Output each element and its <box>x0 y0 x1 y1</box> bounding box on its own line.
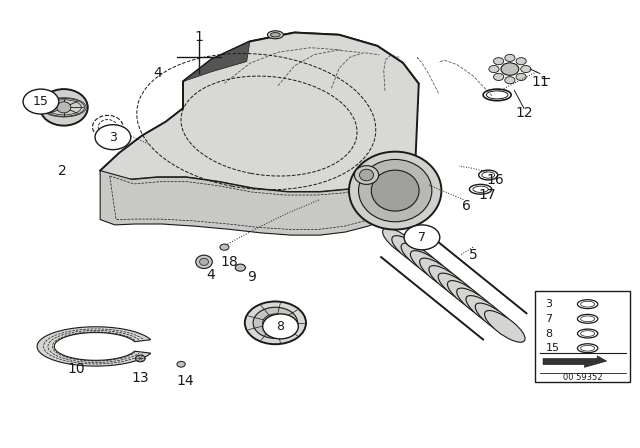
Circle shape <box>23 89 59 114</box>
Ellipse shape <box>521 65 531 73</box>
Ellipse shape <box>355 166 379 185</box>
Circle shape <box>262 314 298 339</box>
Ellipse shape <box>136 355 145 362</box>
Text: 16: 16 <box>486 173 504 187</box>
Text: 4: 4 <box>153 65 162 80</box>
Ellipse shape <box>505 54 515 61</box>
Text: 13: 13 <box>131 370 149 384</box>
Polygon shape <box>543 356 607 367</box>
Text: 12: 12 <box>515 106 532 120</box>
Ellipse shape <box>236 264 246 271</box>
Ellipse shape <box>493 58 504 65</box>
Polygon shape <box>37 327 151 366</box>
Ellipse shape <box>360 169 374 181</box>
Text: 1: 1 <box>195 30 204 44</box>
Ellipse shape <box>358 159 432 222</box>
Ellipse shape <box>457 288 497 320</box>
Text: 15: 15 <box>33 95 49 108</box>
Text: 9: 9 <box>247 270 255 284</box>
Ellipse shape <box>516 58 526 65</box>
Text: 5: 5 <box>468 248 477 262</box>
Text: 17: 17 <box>478 188 496 202</box>
Ellipse shape <box>505 77 515 84</box>
Ellipse shape <box>516 73 526 81</box>
Ellipse shape <box>489 65 499 73</box>
Text: 8: 8 <box>276 320 285 333</box>
Text: 11: 11 <box>531 74 548 89</box>
Ellipse shape <box>262 314 288 332</box>
Ellipse shape <box>420 258 460 290</box>
Text: 3: 3 <box>109 131 117 144</box>
Ellipse shape <box>271 33 280 37</box>
Ellipse shape <box>438 273 479 305</box>
Text: 18: 18 <box>221 255 238 269</box>
Ellipse shape <box>220 244 229 250</box>
Ellipse shape <box>177 362 185 367</box>
Ellipse shape <box>253 307 298 338</box>
Text: 14: 14 <box>176 374 194 388</box>
Text: 00 59352: 00 59352 <box>563 373 603 382</box>
Text: 15: 15 <box>545 343 559 353</box>
Polygon shape <box>100 157 415 235</box>
Text: 8: 8 <box>545 328 553 339</box>
Ellipse shape <box>392 236 433 267</box>
Circle shape <box>95 125 131 150</box>
Ellipse shape <box>383 228 423 260</box>
Circle shape <box>501 63 519 75</box>
Ellipse shape <box>268 31 284 39</box>
Text: 4: 4 <box>206 268 215 282</box>
Ellipse shape <box>484 310 525 342</box>
Polygon shape <box>100 33 419 192</box>
Circle shape <box>404 225 440 250</box>
Polygon shape <box>100 42 250 171</box>
Ellipse shape <box>401 243 442 275</box>
Ellipse shape <box>371 170 419 211</box>
Ellipse shape <box>200 258 209 265</box>
Ellipse shape <box>349 152 442 229</box>
Ellipse shape <box>196 255 212 268</box>
Text: 6: 6 <box>462 199 471 213</box>
Ellipse shape <box>493 73 504 81</box>
Ellipse shape <box>447 280 488 312</box>
Ellipse shape <box>40 89 88 125</box>
Text: 7: 7 <box>418 231 426 244</box>
Polygon shape <box>183 33 419 87</box>
Text: 10: 10 <box>68 362 85 376</box>
FancyBboxPatch shape <box>536 291 630 382</box>
Ellipse shape <box>245 302 306 344</box>
Text: 2: 2 <box>58 164 67 177</box>
Ellipse shape <box>57 102 71 113</box>
Ellipse shape <box>466 296 506 327</box>
Ellipse shape <box>429 266 470 297</box>
Text: 7: 7 <box>545 314 553 324</box>
Ellipse shape <box>410 250 451 282</box>
Text: 3: 3 <box>545 299 552 309</box>
Ellipse shape <box>476 303 516 335</box>
